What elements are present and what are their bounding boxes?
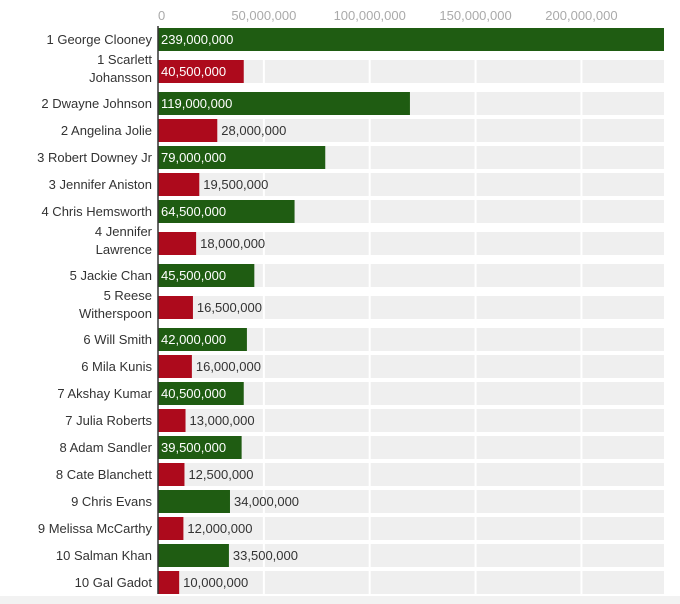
bar-male (158, 28, 664, 51)
bar-male (158, 544, 229, 567)
data-label: 239,000,000 (161, 32, 233, 47)
x-tick-label: 150,000,000 (439, 8, 511, 23)
data-label: 42,000,000 (161, 332, 226, 347)
category-label: 8 Adam Sandler (59, 440, 152, 455)
row-background (158, 382, 664, 405)
category-label: 2 Angelina Jolie (61, 123, 152, 138)
bar-female (158, 409, 186, 432)
category-label: 10 Gal Gadot (75, 575, 153, 590)
row-background (158, 264, 664, 287)
row-background (158, 409, 664, 432)
row-background (158, 60, 664, 83)
data-label: 40,500,000 (161, 64, 226, 79)
category-label: 8 Cate Blanchett (56, 467, 153, 482)
bar-male (158, 264, 255, 287)
row-background (158, 544, 664, 567)
bar-male (158, 328, 247, 351)
row-background (158, 571, 664, 594)
bar-male (158, 436, 242, 459)
bar-female (158, 173, 200, 196)
bar-female (158, 463, 185, 486)
category-label: 3 Jennifer Aniston (49, 177, 152, 192)
footer-strip (0, 596, 680, 604)
bar-female (158, 60, 244, 83)
category-label: 4 Jennifer (95, 224, 153, 239)
data-label: 28,000,000 (221, 123, 286, 138)
row-background (158, 173, 664, 196)
x-tick-label: 100,000,000 (334, 8, 406, 23)
bar-female (158, 355, 192, 378)
row-background (158, 436, 664, 459)
bar-female (158, 571, 180, 594)
data-label: 16,000,000 (196, 359, 261, 374)
bar-male (158, 200, 295, 223)
row-background (158, 328, 664, 351)
data-label: 119,000,000 (161, 96, 232, 111)
data-label: 19,500,000 (203, 177, 268, 192)
category-label: 4 Chris Hemsworth (41, 204, 152, 219)
category-label: 1 George Clooney (46, 32, 152, 47)
data-label: 16,500,000 (197, 300, 262, 315)
data-label: 34,000,000 (234, 494, 299, 509)
category-label: Lawrence (96, 242, 152, 257)
data-label: 33,500,000 (233, 548, 298, 563)
row-background (158, 517, 664, 540)
x-tick-label: 200,000,000 (545, 8, 617, 23)
data-label: 18,000,000 (200, 236, 265, 251)
bar-male (158, 490, 230, 513)
data-label: 64,500,000 (161, 204, 226, 219)
category-label: 5 Reese (104, 288, 152, 303)
category-label: Johansson (89, 70, 152, 85)
bar-male (158, 92, 410, 115)
bar-male (158, 146, 326, 169)
category-label: 9 Melissa McCarthy (38, 521, 153, 536)
row-background (158, 355, 664, 378)
row-background (158, 296, 664, 319)
data-label: 13,000,000 (190, 413, 255, 428)
data-label: 40,500,000 (161, 386, 226, 401)
category-label: 2 Dwayne Johnson (41, 96, 152, 111)
data-label: 10,000,000 (183, 575, 248, 590)
data-label: 79,000,000 (161, 150, 226, 165)
bar-male (158, 382, 244, 405)
category-label: 3 Robert Downey Jr (37, 150, 153, 165)
row-background (158, 232, 664, 255)
category-label: 7 Akshay Kumar (57, 386, 152, 401)
x-tick-label: 50,000,000 (231, 8, 296, 23)
category-label: 6 Will Smith (83, 332, 152, 347)
row-background (158, 490, 664, 513)
category-label: 6 Mila Kunis (81, 359, 152, 374)
bar-female (158, 232, 197, 255)
category-label: Witherspoon (79, 306, 152, 321)
row-background (158, 463, 664, 486)
bar-female (158, 119, 218, 142)
x-tick-label: 0 (158, 8, 165, 23)
bar-female (158, 517, 184, 540)
data-label: 12,000,000 (187, 521, 252, 536)
category-label: 10 Salman Khan (56, 548, 152, 563)
data-label: 39,500,000 (161, 440, 226, 455)
row-background (158, 119, 664, 142)
bar-female (158, 296, 193, 319)
category-label: 1 Scarlett (97, 52, 152, 67)
data-label: 12,500,000 (188, 467, 253, 482)
category-label: 9 Chris Evans (71, 494, 152, 509)
category-label: 7 Julia Roberts (65, 413, 152, 428)
category-label: 5 Jackie Chan (70, 268, 152, 283)
data-label: 45,500,000 (161, 268, 226, 283)
